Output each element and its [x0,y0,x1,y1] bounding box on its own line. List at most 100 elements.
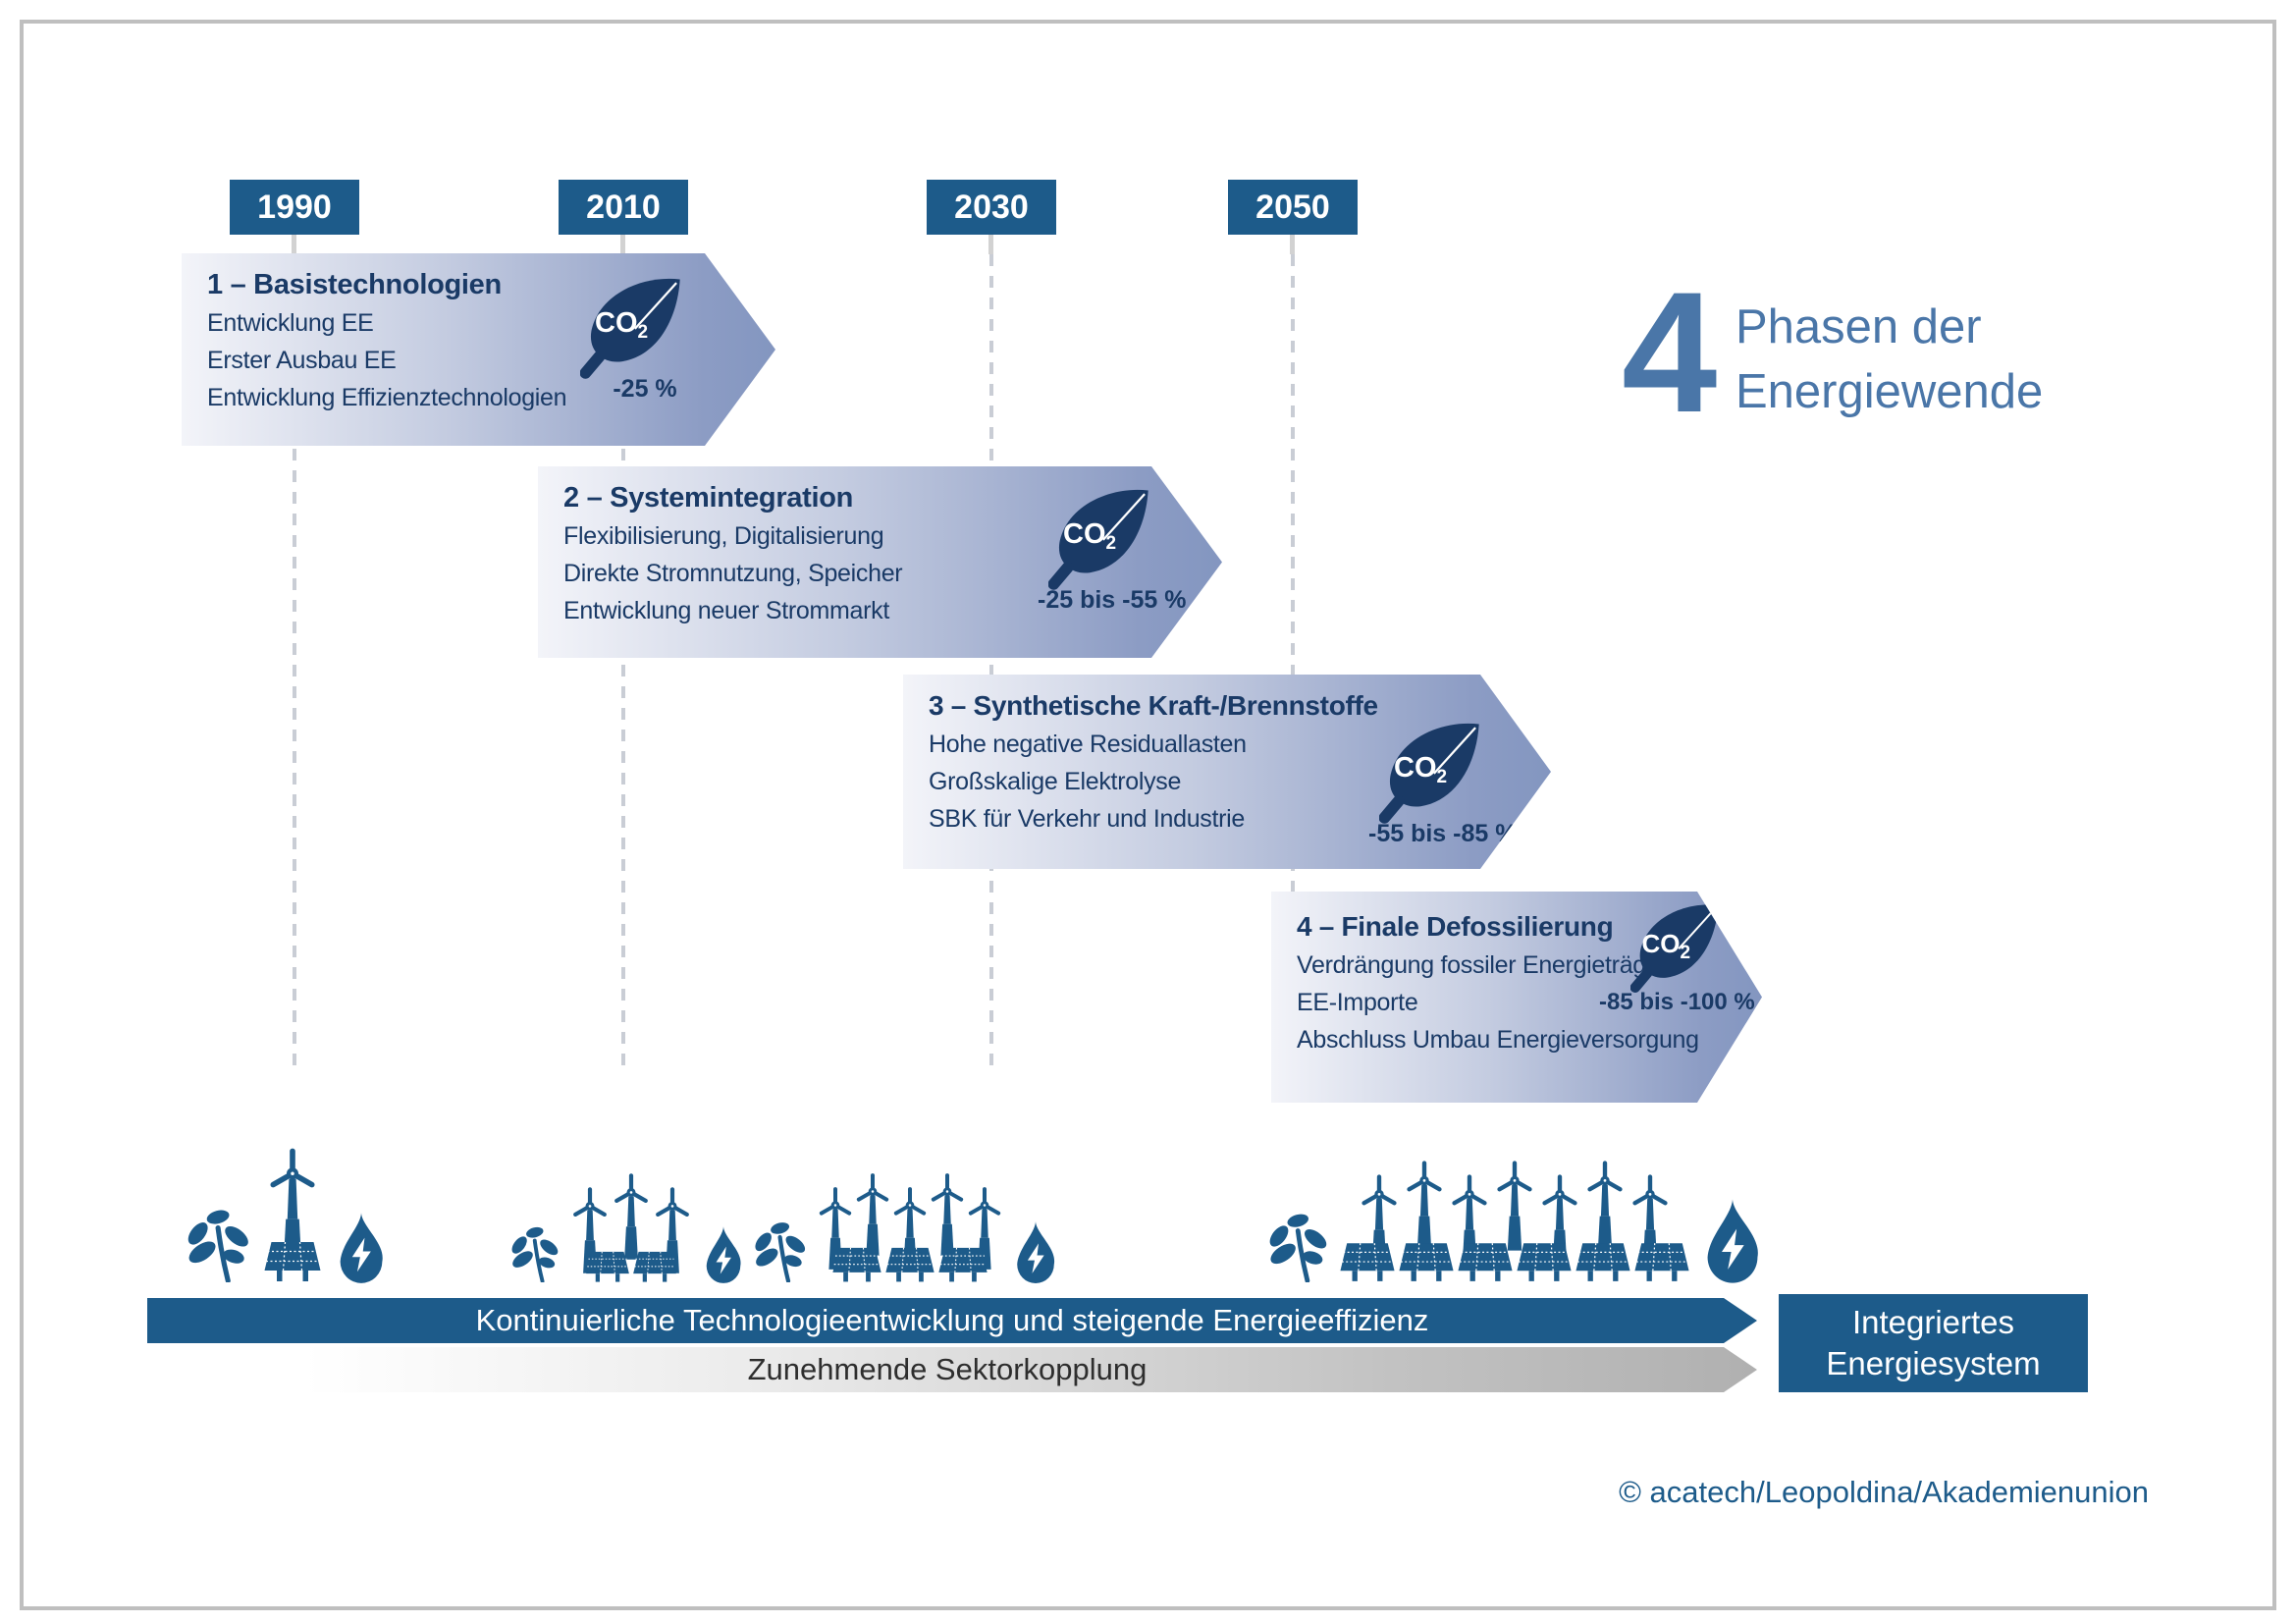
icon-group-4 [1268,1173,1763,1284]
solar-panel-icon [884,1247,935,1284]
phase-arrow-1: 1 – Basistechnologien Entwicklung EE Ers… [182,253,775,446]
solar-row [831,1247,988,1284]
reduction-label: -25 % [613,375,677,403]
phase-title: 3 – Synthetische Kraft-/Brennstoffe [929,690,1378,721]
dashed-line-1990 [293,254,296,1070]
year-box-2030: 2030 [927,180,1056,235]
year-box-2050: 2050 [1228,180,1358,235]
solar-panel-icon [1633,1242,1690,1284]
border-frame [20,20,2276,1610]
solar-row [263,1241,322,1284]
co2-reduction-badge: CO2 -25 bis -55 % [1038,486,1165,615]
co2-leaf-icon: CO2 [1048,486,1154,592]
wind-turbine-icon [608,1172,655,1261]
phase-4-text: 4 – Finale Defossilierung Verdrängung fo… [1297,907,1699,1058]
dashed-line-2010 [621,254,625,1070]
solar-panel-icon [1339,1242,1396,1284]
year-label: 2010 [586,188,661,226]
year-box-1990: 1990 [230,180,359,235]
wind-turbine-icon [1490,1160,1539,1252]
renewables-cluster [569,1186,693,1284]
phase-arrow-3: 3 – Synthetische Kraft-/Brennstoffe Hohe… [903,675,1551,869]
water-energy-icon [1702,1198,1763,1284]
year-connector-2030 [988,235,993,254]
wind-turbine-icon [850,1172,895,1257]
water-energy-icon [1013,1220,1058,1284]
solar-row [1339,1242,1690,1284]
co2-leaf-icon: CO2 [580,275,686,381]
phase-line: EE-Importe [1297,989,1418,1016]
water-energy-icon [336,1212,387,1284]
wind-turbine-icon [925,1172,970,1257]
co2-label: CO2 [595,307,649,343]
phase-line: Flexibilisierung, Digitalisierung [563,522,884,550]
solar-panel-icon [1575,1242,1631,1284]
result-box: Integriertes Energiesystem [1779,1294,2088,1392]
year-label: 2050 [1255,188,1330,226]
phase-arrow-2: 2 – Systemintegration Flexibilisierung, … [538,466,1222,658]
co2-label: CO2 [1394,752,1448,787]
phase-line: Großskalige Elektrolyse [929,768,1182,795]
phase-line: Direkte Stromnutzung, Speicher [563,560,903,587]
phase-title: 2 – Systemintegration [563,482,854,514]
phase-line: Hohe negative Residuallasten [929,731,1247,758]
phase-2-text: 2 – Systemintegration Flexibilisierung, … [563,478,902,629]
co2-leaf-icon: CO2 [1379,720,1485,826]
phase-line: Abschluss Umbau Energieversorgung [1297,1026,1699,1054]
result-line2: Energiesystem [1826,1345,2041,1381]
headline-line1: Phasen der [1735,300,1982,353]
co2-reduction-badge: CO2 -85 bis -100 % [1613,901,1740,1016]
year-label: 2030 [954,188,1029,226]
solar-panel-icon [632,1251,677,1284]
wind-turbine-icon [1400,1160,1449,1252]
co2-label: CO2 [1063,518,1117,554]
result-line1: Integriertes [1851,1304,2015,1340]
phase-arrow-4: 4 – Finale Defossilierung Verdrängung fo… [1271,892,1762,1103]
phase-line: SBK für Verkehr und Industrie [929,805,1246,833]
phase-3-text: 3 – Synthetische Kraft-/Brennstoffe Hohe… [929,686,1378,838]
icon-group-2 [510,1186,744,1284]
year-connector-1990 [292,235,296,254]
water-energy-icon [703,1225,744,1284]
plant-icon [510,1225,563,1282]
solar-panel-icon [1457,1242,1514,1284]
year-connector-2010 [620,235,625,254]
solar-panel-icon [263,1241,322,1284]
year-label: 1990 [257,188,332,226]
co2-leaf-icon: CO2 [1630,901,1724,995]
plant-icon [754,1220,811,1282]
renewables-cluster [817,1186,1003,1284]
headline-line2: Energiewende [1735,365,2044,418]
phase-title: 4 – Finale Defossilierung [1297,911,1614,942]
solar-panel-icon [1516,1242,1573,1284]
headline-number: 4 [1622,257,1718,449]
solar-panel-icon [585,1251,630,1284]
technology-arrow-label: Kontinuierliche Technologieentwicklung u… [475,1303,1429,1337]
icon-group-3 [754,1186,1058,1284]
dashed-line-2030 [989,254,993,1070]
phase-line: Entwicklung neuer Strommarkt [563,597,890,624]
renewables-cluster [1339,1173,1690,1284]
solar-panel-icon [831,1247,882,1284]
wind-turbine-icon [1580,1160,1629,1252]
headline-text: Phasen der Energiewende [1735,295,2043,424]
co2-label: CO2 [1641,929,1691,963]
phase-1-text: 1 – Basistechnologien Entwicklung EE Ers… [207,265,566,416]
solar-panel-icon [937,1247,988,1284]
plant-icon [187,1208,255,1282]
reduction-label: -55 bis -85 % [1368,820,1518,847]
technology-arrow: Kontinuierliche Technologieentwicklung u… [147,1298,1757,1343]
co2-reduction-badge: CO2 -25 % [569,275,697,404]
plant-icon [1268,1212,1333,1282]
phase-line: Verdrängung fossiler Energieträger [1297,951,1668,979]
phase-line: Entwicklung Effizienztechnologien [207,384,567,411]
year-box-2010: 2010 [559,180,688,235]
co2-reduction-badge: CO2 -55 bis -85 % [1368,720,1496,848]
dashed-line-2050 [1291,254,1295,1070]
sector-coupling-label: Zunehmende Sektorkopplung [747,1352,1148,1386]
reduction-label: -25 bis -55 % [1038,586,1187,614]
phase-title: 1 – Basistechnologien [207,269,502,300]
phase-line: Entwicklung EE [207,309,374,337]
icon-group-1 [187,1147,387,1284]
